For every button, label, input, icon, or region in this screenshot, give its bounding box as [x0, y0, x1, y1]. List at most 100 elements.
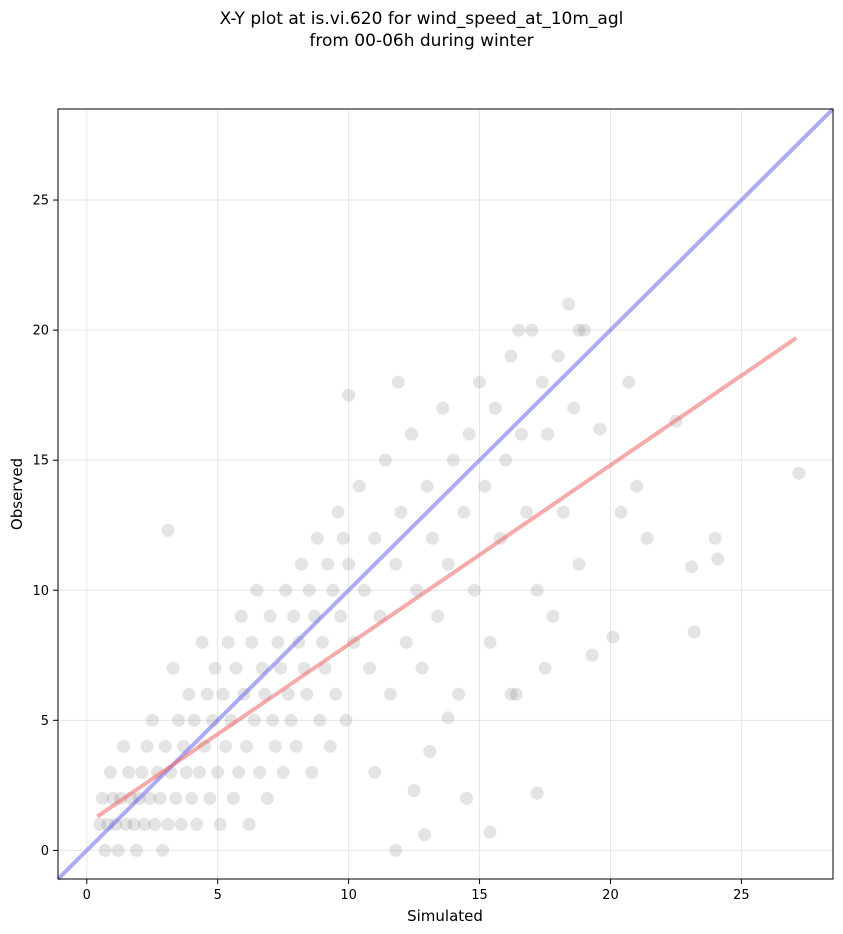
scatter-point — [504, 687, 518, 701]
scatter-point — [266, 713, 280, 727]
scatter-point — [423, 745, 437, 759]
scatter-point — [98, 843, 112, 857]
scatter-point — [289, 739, 303, 753]
scatter-point — [640, 531, 654, 545]
regression-line — [96, 336, 798, 819]
scatter-point — [171, 713, 185, 727]
scatter-point — [242, 817, 256, 831]
scatter-point — [572, 323, 586, 337]
scatter-point — [271, 635, 285, 649]
scatter-point — [478, 479, 492, 493]
scatter-point — [268, 739, 282, 753]
scatter-point — [219, 739, 233, 753]
scatter-point — [459, 791, 473, 805]
scatter-point — [399, 635, 413, 649]
scatter-point — [276, 765, 290, 779]
scatter-point — [111, 843, 125, 857]
scatter-point — [391, 375, 405, 389]
scatter-point — [213, 817, 227, 831]
scatter-point — [190, 817, 204, 831]
scatter-point — [452, 687, 466, 701]
scatter-point — [407, 784, 421, 798]
scatter-point — [158, 739, 172, 753]
scatter-point — [384, 687, 398, 701]
y-tick-label: 25 — [32, 194, 49, 209]
scatter-point — [562, 297, 576, 311]
scatter-point — [334, 609, 348, 623]
scatter-point — [556, 505, 570, 519]
scatter-point — [305, 765, 319, 779]
x-tick-label: 10 — [340, 888, 357, 903]
scatter-point — [229, 661, 243, 675]
scatter-points — [93, 297, 806, 857]
x-tick-label: 0 — [83, 888, 91, 903]
scatter-point — [250, 583, 264, 597]
scatter-point — [203, 791, 217, 805]
scatter-point — [153, 791, 167, 805]
scatter-point — [630, 479, 644, 493]
scatter-point — [234, 609, 248, 623]
scatter-point — [711, 552, 725, 566]
y-tick-label: 10 — [32, 584, 49, 599]
scatter-point — [530, 583, 544, 597]
y-axis-ticks: 0 5 10 15 20 25 — [32, 194, 58, 859]
scatter-point — [211, 765, 225, 779]
scatter-point — [240, 739, 254, 753]
scatter-point — [504, 349, 518, 363]
scatter-point — [116, 739, 130, 753]
scatter-point — [93, 817, 107, 831]
scatter-point — [593, 422, 607, 436]
scatter-point — [148, 817, 162, 831]
scatter-point — [192, 765, 206, 779]
scatter-point — [467, 583, 481, 597]
scatter-point — [263, 609, 277, 623]
scatter-point — [530, 786, 544, 800]
scatter-point — [174, 817, 188, 831]
scatter-point — [323, 739, 337, 753]
scatter-point — [103, 765, 117, 779]
scatter-point — [378, 453, 392, 467]
scatter-point — [119, 817, 133, 831]
scatter-point — [425, 531, 439, 545]
scatter-point — [446, 453, 460, 467]
scatter-point — [195, 635, 209, 649]
scatter-point — [96, 791, 110, 805]
scatter-point — [336, 531, 350, 545]
scatter-point — [169, 791, 183, 805]
scatter-point — [572, 557, 586, 571]
scatter-point — [792, 466, 806, 480]
scatter-point — [541, 427, 555, 441]
scatter-point — [546, 609, 560, 623]
scatter-point — [441, 557, 455, 571]
scatter-point — [331, 505, 345, 519]
scatter-point — [279, 583, 293, 597]
scatter-point — [182, 687, 196, 701]
y-axis-label: Observed — [8, 458, 26, 530]
scatter-point — [352, 479, 366, 493]
scatter-point — [577, 323, 591, 337]
scatter-point — [339, 713, 353, 727]
scatter-point — [708, 531, 722, 545]
scatter-point — [122, 765, 136, 779]
scatter-point — [274, 661, 288, 675]
scatter-point — [247, 713, 261, 727]
scatter-point — [509, 687, 523, 701]
scatter-point — [415, 661, 429, 675]
plot-frame — [57, 108, 834, 880]
scatter-point — [473, 375, 487, 389]
scatter-point — [226, 791, 240, 805]
scatter-point — [622, 375, 636, 389]
scatter-point — [538, 661, 552, 675]
scatter-point — [232, 765, 246, 779]
scatter-point — [143, 791, 157, 805]
scatter-point — [208, 661, 222, 675]
scatter-point — [499, 453, 513, 467]
scatter-point — [483, 635, 497, 649]
scatter-point — [368, 531, 382, 545]
scatter-point — [200, 687, 214, 701]
scatter-point — [404, 427, 418, 441]
scatter-point — [313, 713, 327, 727]
scatter-point — [145, 713, 159, 727]
scatter-point — [462, 427, 476, 441]
